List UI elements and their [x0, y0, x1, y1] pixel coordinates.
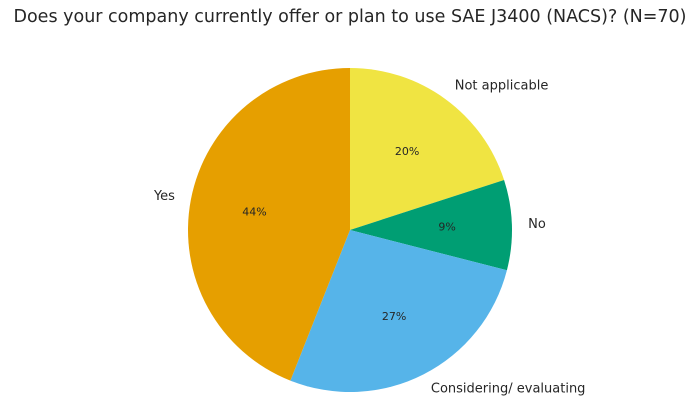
percent-label-considering-evaluating: 27% [382, 310, 406, 323]
pie-slices [187, 68, 512, 392]
percent-label-no: 9% [438, 220, 455, 233]
pie-slice-considering-evaluating [290, 230, 507, 392]
pie-slice-no [350, 179, 512, 271]
pie-slice-not-applicable [350, 68, 505, 230]
percent-label-yes: 44% [242, 205, 266, 218]
percent-label-not-applicable: 20% [395, 145, 419, 158]
pie-slice-yes [187, 68, 350, 381]
category-label-not-applicable: Not applicable [455, 78, 549, 93]
category-labels: Not applicable No Considering/ evaluating Y… [153, 78, 585, 396]
category-label-no: No [528, 217, 546, 232]
percent-labels: 20% 9% 27% 44% [242, 145, 456, 323]
category-label-yes: Yes [153, 189, 175, 204]
category-label-considering-evaluating: Considering/ evaluating [431, 381, 586, 396]
chart-title: Does your company currently offer or pla… [14, 7, 687, 27]
